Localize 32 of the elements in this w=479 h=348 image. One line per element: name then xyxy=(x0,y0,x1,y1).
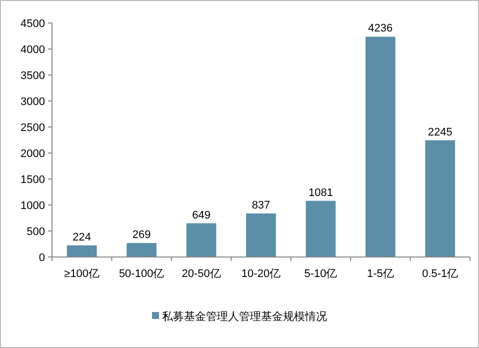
data-label: 269 xyxy=(132,229,151,242)
data-label: 837 xyxy=(252,199,270,212)
bar xyxy=(246,213,276,257)
y-tick-label: 2000 xyxy=(20,148,45,160)
x-tick-label: 1-5亿 xyxy=(366,268,394,280)
bar xyxy=(66,245,97,257)
bar xyxy=(186,223,216,257)
data-label: 1081 xyxy=(308,186,333,199)
y-tick-label: 4500 xyxy=(20,18,45,30)
bar xyxy=(425,140,456,257)
y-tick-label: 1000 xyxy=(20,200,45,212)
data-label: 2245 xyxy=(428,126,452,138)
data-label: 224 xyxy=(72,231,92,244)
y-tick-label: 3500 xyxy=(20,70,45,82)
x-tick-label: ≥100亿 xyxy=(64,268,100,280)
y-tick-label: 0 xyxy=(38,252,45,264)
y-tick-label: 4000 xyxy=(20,44,45,56)
x-tick-label: 50-100亿 xyxy=(118,268,164,280)
bar xyxy=(366,36,396,257)
bar xyxy=(126,243,156,257)
x-tick-label: 5-10亿 xyxy=(304,268,338,280)
y-tick-label: 1500 xyxy=(20,174,45,186)
y-tick-label: 500 xyxy=(26,226,45,238)
bar xyxy=(306,200,336,257)
data-label: 649 xyxy=(192,209,210,222)
x-tick-label: 0.5-1亿 xyxy=(422,268,458,280)
x-tick-label: 10-20亿 xyxy=(241,268,281,280)
data-label: 4236 xyxy=(368,22,393,35)
y-tick-label: 2500 xyxy=(20,122,45,134)
legend-label: 私募基金管理人管理基金规模情况 xyxy=(162,310,327,323)
x-tick-label: 20-50亿 xyxy=(182,268,221,280)
y-tick-label: 3000 xyxy=(20,96,45,108)
